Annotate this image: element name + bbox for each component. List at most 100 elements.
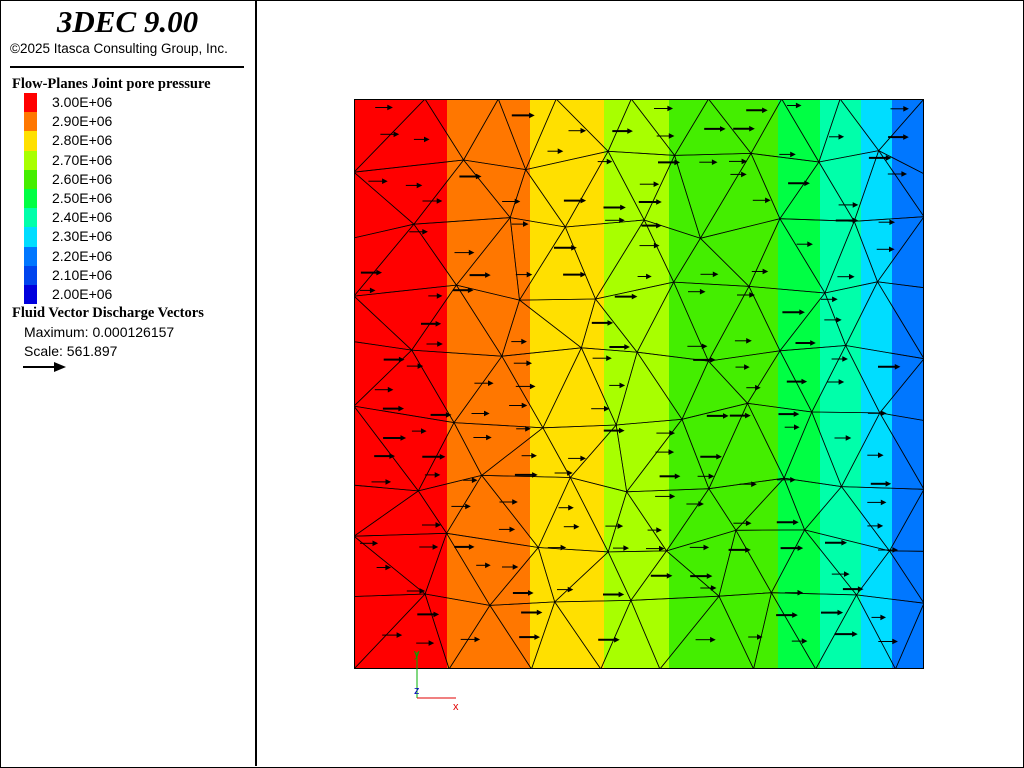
flow-vector xyxy=(827,379,845,385)
flow-vector xyxy=(735,364,750,370)
flow-vector xyxy=(746,384,761,391)
flow-vector xyxy=(469,272,491,278)
flow-vector xyxy=(867,499,887,506)
flow-vector xyxy=(422,198,443,204)
flow-vector xyxy=(382,632,403,638)
flow-vector xyxy=(376,564,392,571)
flow-vector xyxy=(374,453,396,459)
flow-vector xyxy=(547,148,564,155)
flow-vector xyxy=(842,586,864,592)
flow-vector xyxy=(511,221,529,227)
flow-vector xyxy=(476,562,491,569)
flow-vector xyxy=(690,573,713,579)
flow-vector xyxy=(779,151,796,158)
flow-vector xyxy=(746,107,768,114)
contour-plot xyxy=(354,99,924,669)
flow-vector xyxy=(637,273,652,280)
flow-vector xyxy=(834,631,858,637)
legend-label: 2.80E+06 xyxy=(52,132,113,149)
flow-vector xyxy=(498,526,516,533)
flow-vector xyxy=(878,219,896,226)
flow-vector xyxy=(820,296,838,303)
flow-vector xyxy=(502,564,519,570)
app-title: 3DEC 9.00 xyxy=(56,4,199,39)
flow-vector xyxy=(706,413,729,419)
flow-vector xyxy=(780,545,804,551)
legend-label: 2.50E+06 xyxy=(52,189,113,206)
flow-vector xyxy=(511,112,535,119)
flow-vector xyxy=(473,434,492,441)
flow-vector xyxy=(697,473,715,480)
flow-vector xyxy=(597,158,613,165)
flow-vector xyxy=(603,204,626,211)
flow-vector xyxy=(422,522,442,528)
flow-vector xyxy=(868,155,892,161)
legend-panel: 3DEC 9.00 ©2025 Itasca Consulting Group,… xyxy=(0,0,257,766)
axis-triad: y z x xyxy=(414,648,459,713)
flow-vector xyxy=(613,545,630,551)
flow-vector xyxy=(791,638,808,644)
plot-border xyxy=(354,99,924,669)
flow-vector xyxy=(368,178,388,185)
flow-vector xyxy=(609,382,626,389)
flow-vector xyxy=(568,455,587,462)
flow-vector xyxy=(699,159,718,166)
flow-vector xyxy=(474,380,494,387)
flow-vector xyxy=(829,133,845,140)
flow-vector xyxy=(656,133,675,139)
flow-vector xyxy=(654,105,674,112)
flow-vector xyxy=(557,586,574,593)
legend-label: 2.00E+06 xyxy=(52,285,113,302)
flow-vector xyxy=(383,356,405,363)
discharge-vectors xyxy=(360,102,909,646)
pressure-band xyxy=(892,99,924,669)
pressure-bands xyxy=(354,99,924,669)
flow-vector xyxy=(454,544,475,550)
pressure-band xyxy=(669,99,778,669)
flow-vector xyxy=(598,636,620,643)
flow-vector xyxy=(658,159,681,166)
legend-label: 2.60E+06 xyxy=(52,170,113,187)
flow-vector xyxy=(515,271,533,278)
legend-swatch xyxy=(24,265,37,285)
flow-vector xyxy=(824,317,842,323)
flow-vector xyxy=(878,363,901,370)
flow-vector xyxy=(462,477,478,484)
flow-vector xyxy=(655,493,676,500)
flow-vector xyxy=(695,636,716,643)
flow-vector xyxy=(603,591,625,598)
flow-vector xyxy=(887,171,908,177)
legend-label: 2.70E+06 xyxy=(52,151,113,168)
flow-vector xyxy=(592,355,612,362)
mesh-triangle xyxy=(895,603,924,669)
contour-legend-title: Flow-Planes Joint pore pressure xyxy=(12,76,211,92)
legend-swatch xyxy=(24,227,37,247)
flow-vector xyxy=(646,545,665,552)
flow-vector xyxy=(406,363,424,369)
flow-vector xyxy=(406,588,426,594)
legend-label: 2.10E+06 xyxy=(52,266,113,283)
flow-vector xyxy=(614,293,638,300)
flow-vector xyxy=(514,472,538,478)
x-axis-label: x xyxy=(453,701,459,713)
vector-legend-title: Fluid Vector Discharge Vectors xyxy=(12,305,204,321)
flow-vector xyxy=(515,383,536,390)
flow-vector xyxy=(521,609,543,616)
flow-vector xyxy=(867,452,884,459)
flow-vector xyxy=(605,217,625,224)
legend-swatch xyxy=(24,284,37,305)
y-axis-label: y xyxy=(414,648,420,660)
legend-label: 3.00E+06 xyxy=(52,94,113,110)
flow-vector xyxy=(421,320,442,327)
flow-vector xyxy=(729,158,748,165)
flow-vector xyxy=(700,453,722,460)
flow-vector xyxy=(655,449,675,455)
flow-vector xyxy=(821,609,844,616)
z-axis-label: z xyxy=(414,685,420,697)
legend-label: 2.30E+06 xyxy=(52,228,113,245)
flow-vector xyxy=(360,287,376,294)
flow-vector xyxy=(460,636,481,643)
legend-swatch xyxy=(24,150,37,170)
flow-vector xyxy=(704,126,726,132)
flow-vector xyxy=(659,473,681,480)
